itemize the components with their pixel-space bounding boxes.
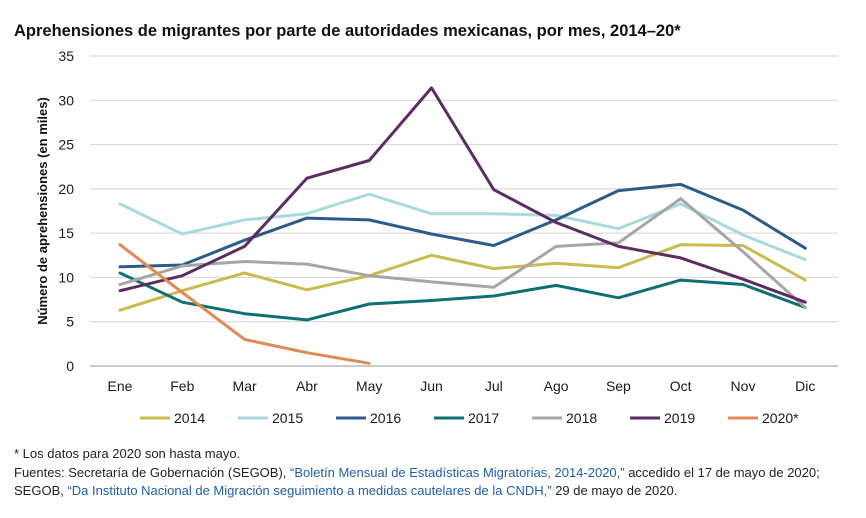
chart-title: Aprehensiones de migrantes por parte de …: [14, 22, 681, 40]
chart-notes: * Los datos para 2020 son hasta mayo. Fu…: [14, 445, 864, 501]
y-axis-ticks: 0 5 10 15 20 25 30 35: [58, 48, 74, 374]
sources-line-1: Fuentes: Secretaría de Gobernación (SEGO…: [14, 464, 864, 483]
footnote: * Los datos para 2020 son hasta mayo.: [14, 446, 241, 461]
series-line-2016: [118, 182, 807, 269]
y-tick-label: 30: [58, 92, 74, 108]
legend-label: 2017: [468, 410, 499, 426]
legend-label: 2016: [370, 410, 401, 426]
y-tick-label: 15: [58, 225, 74, 241]
x-tick-label: Jun: [420, 378, 443, 394]
series-line-2014: [118, 243, 807, 312]
series-lines: [118, 86, 807, 365]
y-axis-label: Número de aprehensiones (en miles): [35, 97, 50, 325]
source-link-inm-cndh[interactable]: “Da Instituto Nacional de Migración segu…: [67, 483, 552, 498]
x-tick-label: Feb: [170, 378, 194, 394]
y-tick-label: 20: [58, 181, 74, 197]
sources-line-1-suffix: accedido el 17 de mayo de 2020;: [624, 464, 820, 480]
sources-line-2-prefix: SEGOB,: [14, 483, 68, 498]
x-tick-label: Oct: [670, 378, 692, 394]
x-tick-label: Nov: [731, 378, 756, 394]
line-chart: Aprehensiones de migrantes por parte de …: [14, 22, 838, 426]
legend-label: 2019: [664, 410, 695, 426]
legend-label: 2014: [174, 410, 205, 426]
x-tick-label: Jul: [485, 378, 503, 394]
series-line-2017: [118, 271, 807, 322]
x-tick-label: Dic: [795, 378, 815, 394]
y-tick-label: 0: [66, 358, 74, 374]
x-axis-ticks: Ene Feb Mar Abr May Jun Jul Ago Sep Oct Nov Dic: [108, 378, 816, 394]
x-tick-label: Abr: [296, 378, 318, 394]
sources-line-2: SEGOB, “Da Instituto Nacional de Migraci…: [14, 482, 864, 501]
legend-label: 2020*: [762, 410, 799, 426]
x-tick-label: May: [356, 378, 382, 394]
x-tick-label: Mar: [233, 378, 257, 394]
legend-label: 2018: [566, 410, 597, 426]
y-tick-label: 10: [58, 269, 74, 285]
series-line-2020: [118, 243, 371, 365]
sources-line-1-prefix: Fuentes: Secretaría de Gobernación (SEGO…: [14, 464, 291, 480]
y-tick-label: 35: [58, 48, 74, 64]
series-line-2018: [118, 197, 807, 309]
source-link-segob-boletin[interactable]: “Boletín Mensual de Estadísticas Migrato…: [290, 464, 625, 480]
gridlines: [90, 55, 838, 367]
x-tick-label: Sep: [606, 378, 631, 394]
y-tick-label: 25: [58, 137, 74, 153]
y-tick-label: 5: [66, 314, 74, 330]
legend-label: 2015: [272, 410, 303, 426]
sources-line-2-suffix: 29 de mayo de 2020.: [551, 483, 678, 498]
series-line-2019: [118, 86, 807, 304]
legend: 2014 2015 2016 2017 2018 2019 2020*: [140, 410, 799, 426]
x-tick-label: Ene: [108, 378, 133, 394]
x-tick-label: Ago: [544, 378, 569, 394]
